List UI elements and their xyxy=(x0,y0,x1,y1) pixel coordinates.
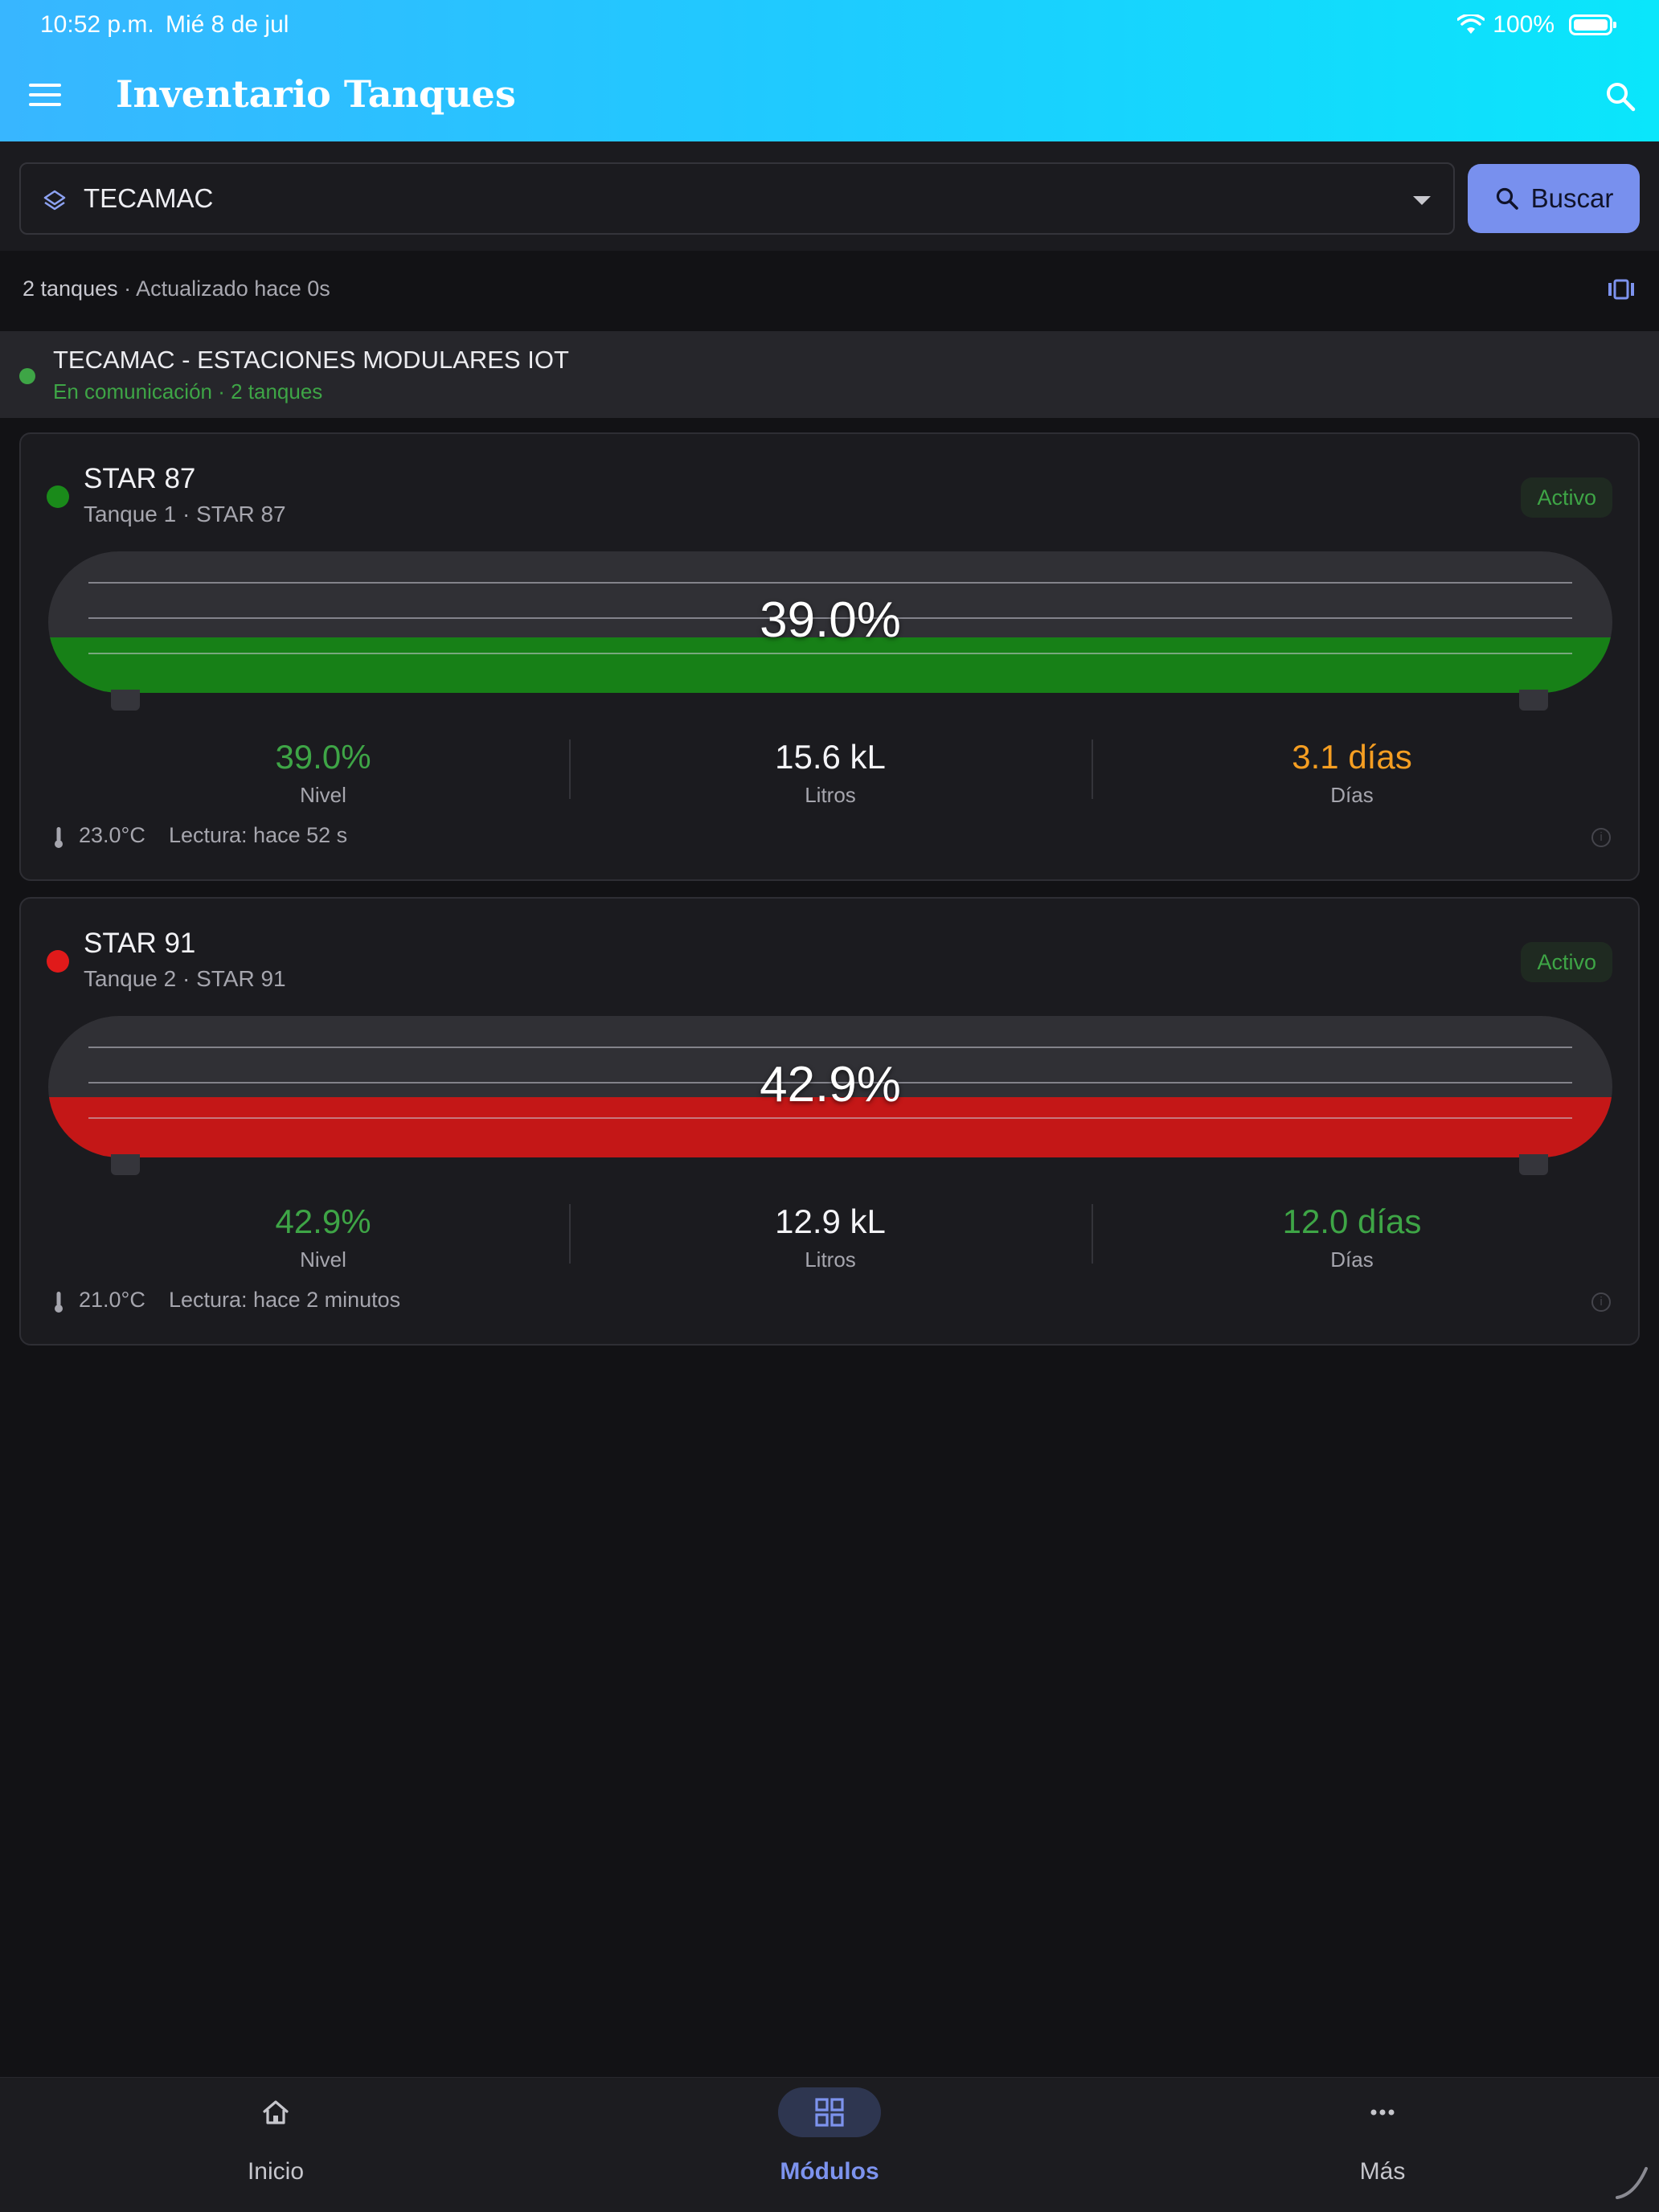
bottom-navigation: Inicio Módulos Más xyxy=(0,2077,1659,2212)
tank-fill-level xyxy=(48,637,1612,693)
stat-liters-label: Litros xyxy=(805,1247,856,1272)
stat-divider xyxy=(569,739,571,799)
info-icon[interactable]: i xyxy=(1591,1292,1611,1312)
gauge-line xyxy=(88,1117,1572,1119)
stat-level-label: Nivel xyxy=(300,1247,346,1272)
tank-last-reading: Lectura: hace 2 minutos xyxy=(169,1288,401,1312)
nav-label: Módulos xyxy=(780,2158,879,2185)
tank-subtitle: Tanque 1 · STAR 87 xyxy=(84,502,286,526)
updated-text: · Actualizado hace 0s xyxy=(124,276,330,301)
nav-item-inicio[interactable]: Inicio xyxy=(155,2078,396,2212)
view-carousel-icon[interactable] xyxy=(1608,278,1635,301)
nav-icon-container xyxy=(224,2087,327,2137)
tank-count: 2 tanques xyxy=(23,276,118,301)
gauge-line xyxy=(88,1082,1572,1083)
stat-liters: 12.9 kL Litros xyxy=(573,1202,1088,1272)
tank-foot xyxy=(1519,1154,1548,1175)
results-summary: 2 tanques · Actualizado hace 0s xyxy=(23,276,330,301)
resize-handle-icon[interactable] xyxy=(1611,2162,1651,2202)
wifi-icon xyxy=(1457,14,1485,34)
chevron-down-icon xyxy=(1413,196,1431,205)
stat-liters-value: 12.9 kL xyxy=(775,1202,886,1240)
stat-level: 42.9% Nivel xyxy=(66,1202,580,1272)
status-indicators: 100% xyxy=(1457,11,1616,39)
search-button-label: Buscar xyxy=(1530,183,1614,213)
stat-liters-value: 15.6 kL xyxy=(775,738,886,776)
stat-level: 39.0% Nivel xyxy=(66,738,580,808)
search-button[interactable]: Buscar xyxy=(1468,164,1640,233)
status-date: Mié 8 de jul xyxy=(166,11,289,38)
stat-liters-label: Litros xyxy=(805,783,856,807)
station-group-subtitle: En comunicación · 2 tanques xyxy=(53,379,323,403)
tank-fill-level xyxy=(48,1096,1612,1157)
location-select-value: TECAMAC xyxy=(84,183,214,213)
nav-item-modulos[interactable]: Módulos xyxy=(709,2078,950,2212)
tank-card-1[interactable]: STAR 87 Tanque 1 · STAR 87 Activo 39.0% … xyxy=(19,432,1640,881)
tank-last-reading: Lectura: hace 52 s xyxy=(169,823,348,847)
page-title: Inventario Tanques xyxy=(116,72,516,116)
gauge-line xyxy=(88,1047,1572,1048)
tank-card-2[interactable]: STAR 91 Tanque 2 · STAR 91 Activo 42.9% … xyxy=(19,897,1640,1346)
stat-level-value: 42.9% xyxy=(275,1202,371,1240)
stat-level-value: 39.0% xyxy=(275,738,371,776)
station-group-header[interactable]: TECAMAC - ESTACIONES MODULARES IOT En co… xyxy=(0,331,1659,418)
tank-temperature: 21.0°C xyxy=(79,1288,145,1312)
nav-label: Más xyxy=(1359,2158,1406,2185)
tank-name: STAR 91 xyxy=(84,928,196,959)
tank-level-label: 39.0% xyxy=(760,592,901,648)
app-header: 10:52 p.m. Mié 8 de jul 100% Inventario … xyxy=(0,0,1659,141)
gauge-line xyxy=(88,653,1572,654)
tank-temperature: 23.0°C xyxy=(79,823,145,847)
stat-level-label: Nivel xyxy=(300,783,346,807)
nav-item-mas[interactable]: Más xyxy=(1262,2078,1503,2212)
stat-divider xyxy=(1092,739,1093,799)
stat-days: 3.1 días Días xyxy=(1095,738,1609,808)
thermometer-icon xyxy=(55,1292,63,1313)
battery-icon xyxy=(1569,14,1616,35)
nav-label: Inicio xyxy=(247,2158,305,2185)
tank-name: STAR 87 xyxy=(84,463,196,494)
layers-icon xyxy=(43,190,66,211)
nav-icon-container xyxy=(778,2087,881,2137)
stat-days-value: 12.0 días xyxy=(1282,1202,1422,1240)
stat-days-value: 3.1 días xyxy=(1292,738,1412,776)
station-group-title: TECAMAC - ESTACIONES MODULARES IOT xyxy=(53,346,569,374)
status-badge: Activo xyxy=(1521,477,1612,518)
stat-divider xyxy=(569,1204,571,1264)
status-badge: Activo xyxy=(1521,942,1612,982)
gauge-line xyxy=(88,617,1572,619)
info-icon[interactable]: i xyxy=(1591,828,1611,847)
thermometer-icon xyxy=(55,827,63,848)
more-icon xyxy=(1370,2109,1395,2116)
menu-icon[interactable] xyxy=(29,84,61,108)
tank-foot xyxy=(111,1154,140,1175)
stat-days-label: Días xyxy=(1330,1247,1374,1272)
stat-days: 12.0 días Días xyxy=(1095,1202,1609,1272)
tank-foot xyxy=(111,690,140,711)
tank-level-label: 42.9% xyxy=(760,1057,901,1112)
tank-subtitle: Tanque 2 · STAR 91 xyxy=(84,966,286,991)
stat-days-label: Días xyxy=(1330,783,1374,807)
tank-foot xyxy=(1519,690,1548,711)
search-icon[interactable] xyxy=(1604,80,1636,113)
tank-status-dot xyxy=(47,485,69,508)
stat-liters: 15.6 kL Litros xyxy=(573,738,1088,808)
tank-status-dot xyxy=(47,950,69,973)
grid-icon xyxy=(815,2098,844,2127)
stat-divider xyxy=(1092,1204,1093,1264)
nav-icon-container xyxy=(1331,2087,1434,2137)
filter-bar: TECAMAC Buscar xyxy=(0,141,1659,251)
search-icon xyxy=(1496,187,1518,210)
gauge-line xyxy=(88,582,1572,584)
status-time: 10:52 p.m. xyxy=(40,11,154,38)
connection-status-dot xyxy=(19,368,35,384)
home-icon xyxy=(263,2100,289,2124)
battery-level: 100% xyxy=(1493,11,1555,38)
tank-gauge: 42.9% xyxy=(48,1016,1612,1157)
tank-gauge: 39.0% xyxy=(48,551,1612,693)
location-select[interactable]: TECAMAC xyxy=(19,162,1455,235)
